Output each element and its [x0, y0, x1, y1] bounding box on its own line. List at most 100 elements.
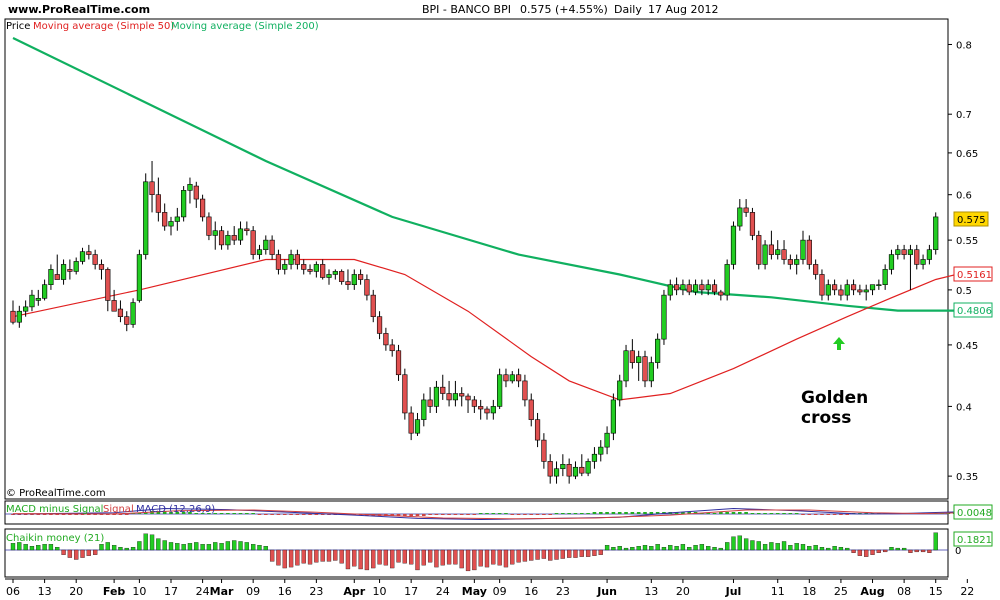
x-tick-label: 16 [278, 585, 292, 598]
candle-body [800, 239, 806, 260]
chaikin-bar [124, 547, 129, 551]
chaikin-bar [320, 549, 325, 562]
annotation-cross: cross [801, 408, 851, 428]
chaikin-bar [674, 546, 679, 551]
candle-body [231, 235, 237, 241]
candle-body [730, 225, 737, 265]
macd-hist-bar [788, 513, 793, 514]
macd-hist-bar [390, 514, 394, 516]
candle-body [143, 181, 149, 255]
candle-body [623, 350, 629, 382]
chaikin-bar [225, 541, 231, 551]
macd-hist-bar [548, 514, 552, 515]
candle-body [692, 284, 699, 293]
candle-body [237, 228, 244, 241]
chaikin-bar [630, 547, 635, 551]
chaikin-bar [396, 549, 401, 563]
chaikin-bar [99, 544, 104, 551]
macd-hist-bar [396, 514, 401, 516]
x-tick-label: 17 [404, 585, 418, 598]
chaikin-bar [781, 541, 787, 551]
symbol-name: BPI - BANCO BPI [422, 3, 511, 16]
macd-hist-bar [839, 514, 843, 515]
legend-ma50: Moving average (Simple 50) [33, 21, 174, 32]
candle-body [41, 284, 48, 299]
x-tick-label: 20 [676, 585, 690, 598]
candle-body [680, 284, 686, 291]
candle-body [888, 254, 895, 270]
macd-hist-bar [712, 513, 717, 514]
candle-body [844, 284, 850, 296]
candle-body [825, 284, 831, 296]
x-tick-label: Mar [210, 585, 234, 598]
macd-hist-bar [801, 514, 805, 515]
candle-body [452, 393, 459, 401]
chaikin-bar [788, 545, 793, 551]
chaikin-bar [364, 549, 370, 571]
candle-body [794, 259, 800, 265]
candle-body [200, 198, 206, 218]
chaikin-bar [554, 549, 559, 560]
macd-hist-bar [624, 512, 628, 514]
macd-hist-bar [61, 514, 66, 515]
candle-body [560, 464, 566, 470]
macd-hist-bar [106, 514, 110, 515]
chaikin-bar [548, 549, 553, 561]
chaikin-bar [118, 547, 123, 551]
candle-body [686, 284, 692, 293]
macd-hist-bar [17, 514, 22, 515]
candle-body [572, 466, 579, 477]
candle-body [465, 395, 471, 401]
chaikin-bar [168, 542, 174, 551]
macd-hist-bar [87, 514, 91, 515]
candle-body [339, 271, 345, 282]
macd-hist-bar [769, 513, 774, 514]
candle-body [421, 399, 427, 420]
chaikin-bar [156, 538, 161, 551]
candle-body [509, 374, 515, 382]
candle-body [364, 279, 370, 296]
candle-body [383, 333, 389, 346]
chaikin-bar [870, 549, 875, 555]
macd-hist-bar [567, 513, 571, 514]
candle-body [326, 274, 332, 278]
x-tick-label: 17 [164, 585, 178, 598]
candle-body [136, 254, 143, 301]
candle-body [29, 294, 35, 308]
candle-body [282, 264, 288, 270]
chaikin-bar [162, 540, 167, 551]
candle-body [629, 350, 635, 363]
chaikin-bar [800, 544, 806, 551]
chaikin-bar [478, 549, 483, 567]
macd-hist-bar [200, 513, 205, 514]
x-tick-label: Apr [343, 585, 365, 598]
y-tick-label: 0.35 [956, 472, 978, 483]
candle-body [54, 274, 60, 280]
candle-body [497, 374, 503, 407]
candle-body [920, 259, 926, 265]
macd-hist-bar [763, 513, 767, 514]
chaikin-bar [762, 544, 768, 551]
chaikin-bar [743, 538, 749, 551]
macd-hist-bar [820, 514, 824, 515]
chaikin-bar [17, 542, 22, 551]
chaikin-bar [712, 547, 717, 551]
macd-hist-bar [643, 512, 647, 514]
candle-body [35, 298, 41, 301]
macd-hist-bar [674, 512, 679, 514]
candle-body [395, 350, 402, 376]
candle-body [661, 294, 667, 340]
macd-hist-bar [554, 513, 559, 514]
chaikin-bar [769, 542, 774, 551]
x-axis: 06 13 20 Feb 10 17 24 Mar 09 16 23 Apr 10 17 24 May 09 16… [6, 579, 974, 598]
candle-body [528, 399, 534, 420]
chaikin-bar [314, 549, 319, 563]
macd-hist-bar [49, 514, 53, 515]
chaikin-bar [29, 546, 35, 551]
chaikin-bar [535, 549, 540, 560]
chaikin-bar [687, 547, 692, 551]
macd-hist-bar [542, 514, 546, 515]
candle-body [60, 264, 67, 280]
macd-hist-bar [188, 512, 192, 514]
